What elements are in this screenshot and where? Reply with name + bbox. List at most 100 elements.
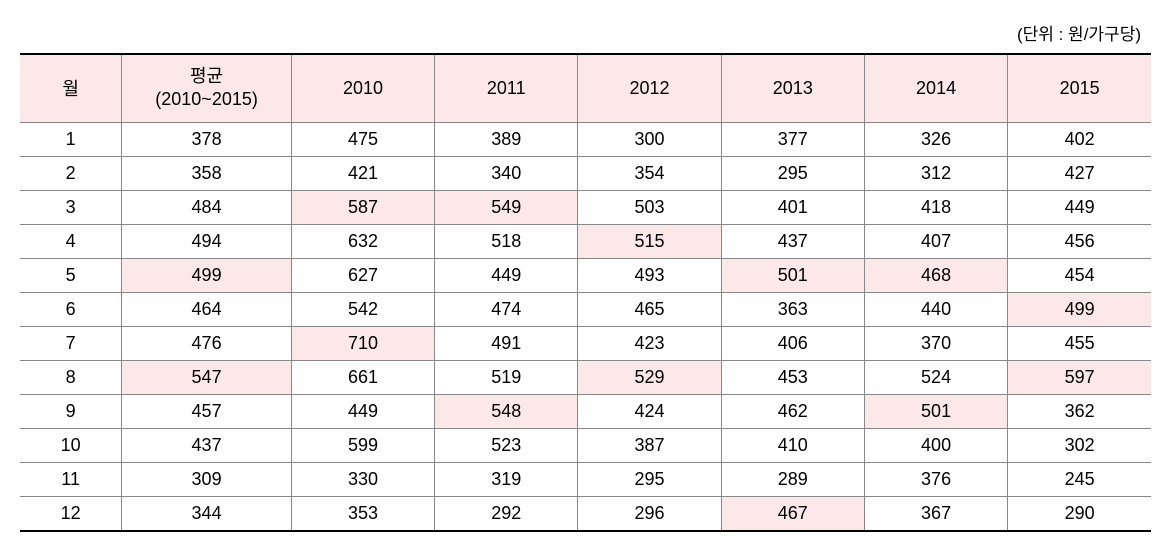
table-row: 9457449548424462501362 [20, 394, 1151, 428]
cell-y2010: 475 [291, 122, 434, 156]
cell-month: 4 [20, 224, 122, 258]
header-row: 월 평균 (2010~2015) 2010 2011 2012 2013 201… [20, 54, 1151, 122]
cell-y2010: 353 [291, 496, 434, 531]
cell-y2010: 710 [291, 326, 434, 360]
header-avg-label: 평균 [190, 66, 223, 86]
cell-y2015: 290 [1008, 496, 1151, 531]
table-row: 10437599523387410400302 [20, 428, 1151, 462]
table-row: 7476710491423406370455 [20, 326, 1151, 360]
cell-month: 12 [20, 496, 122, 531]
cell-month: 8 [20, 360, 122, 394]
cell-y2010: 449 [291, 394, 434, 428]
cell-avg: 494 [122, 224, 292, 258]
table-row: 8547661519529453524597 [20, 360, 1151, 394]
table-row: 1378475389300377326402 [20, 122, 1151, 156]
table-row: 3484587549503401418449 [20, 190, 1151, 224]
cell-y2011: 518 [435, 224, 578, 258]
cell-y2010: 599 [291, 428, 434, 462]
cell-y2012: 529 [578, 360, 721, 394]
cell-y2012: 424 [578, 394, 721, 428]
data-table: 월 평균 (2010~2015) 2010 2011 2012 2013 201… [20, 53, 1151, 532]
cell-y2015: 245 [1008, 462, 1151, 496]
table-row: 2358421340354295312427 [20, 156, 1151, 190]
cell-y2011: 491 [435, 326, 578, 360]
cell-y2010: 542 [291, 292, 434, 326]
cell-month: 3 [20, 190, 122, 224]
cell-month: 7 [20, 326, 122, 360]
cell-y2014: 524 [864, 360, 1007, 394]
cell-y2011: 519 [435, 360, 578, 394]
cell-y2015: 456 [1008, 224, 1151, 258]
cell-y2012: 296 [578, 496, 721, 531]
cell-y2013: 437 [721, 224, 864, 258]
cell-y2011: 548 [435, 394, 578, 428]
cell-avg: 358 [122, 156, 292, 190]
cell-y2011: 319 [435, 462, 578, 496]
header-2012: 2012 [578, 54, 721, 122]
cell-y2015: 402 [1008, 122, 1151, 156]
cell-month: 6 [20, 292, 122, 326]
cell-y2011: 389 [435, 122, 578, 156]
header-2011: 2011 [435, 54, 578, 122]
cell-y2011: 549 [435, 190, 578, 224]
cell-y2013: 467 [721, 496, 864, 531]
cell-y2012: 503 [578, 190, 721, 224]
cell-y2014: 326 [864, 122, 1007, 156]
table-body: 1378475389300377326402235842134035429531… [20, 122, 1151, 531]
table-row: 4494632518515437407456 [20, 224, 1151, 258]
cell-y2011: 340 [435, 156, 578, 190]
header-2010: 2010 [291, 54, 434, 122]
cell-avg: 476 [122, 326, 292, 360]
header-month: 월 [20, 54, 122, 122]
cell-month: 9 [20, 394, 122, 428]
cell-y2010: 421 [291, 156, 434, 190]
cell-y2013: 401 [721, 190, 864, 224]
cell-avg: 437 [122, 428, 292, 462]
header-avg-sublabel: (2010~2015) [155, 89, 258, 109]
table-row: 5499627449493501468454 [20, 258, 1151, 292]
cell-month: 11 [20, 462, 122, 496]
cell-y2012: 465 [578, 292, 721, 326]
cell-y2011: 449 [435, 258, 578, 292]
cell-y2012: 354 [578, 156, 721, 190]
cell-y2015: 362 [1008, 394, 1151, 428]
cell-y2010: 587 [291, 190, 434, 224]
cell-avg: 309 [122, 462, 292, 496]
table-row: 6464542474465363440499 [20, 292, 1151, 326]
cell-y2014: 407 [864, 224, 1007, 258]
cell-y2013: 377 [721, 122, 864, 156]
cell-y2015: 454 [1008, 258, 1151, 292]
cell-y2014: 370 [864, 326, 1007, 360]
cell-y2015: 302 [1008, 428, 1151, 462]
cell-avg: 457 [122, 394, 292, 428]
table-container: (단위 : 원/가구당) 월 평균 (2010~2015) 2010 2011 … [20, 20, 1151, 532]
cell-avg: 378 [122, 122, 292, 156]
cell-y2014: 418 [864, 190, 1007, 224]
cell-y2015: 427 [1008, 156, 1151, 190]
cell-y2013: 462 [721, 394, 864, 428]
cell-y2015: 449 [1008, 190, 1151, 224]
cell-y2012: 423 [578, 326, 721, 360]
cell-y2012: 493 [578, 258, 721, 292]
cell-y2013: 410 [721, 428, 864, 462]
cell-avg: 499 [122, 258, 292, 292]
cell-y2013: 453 [721, 360, 864, 394]
cell-month: 2 [20, 156, 122, 190]
cell-month: 1 [20, 122, 122, 156]
cell-y2011: 523 [435, 428, 578, 462]
cell-y2010: 627 [291, 258, 434, 292]
cell-y2015: 499 [1008, 292, 1151, 326]
cell-y2013: 363 [721, 292, 864, 326]
cell-y2011: 474 [435, 292, 578, 326]
cell-y2012: 387 [578, 428, 721, 462]
cell-avg: 464 [122, 292, 292, 326]
cell-y2014: 367 [864, 496, 1007, 531]
table-header: 월 평균 (2010~2015) 2010 2011 2012 2013 201… [20, 54, 1151, 122]
cell-y2015: 455 [1008, 326, 1151, 360]
cell-y2012: 295 [578, 462, 721, 496]
unit-label: (단위 : 원/가구당) [20, 20, 1151, 45]
cell-y2014: 501 [864, 394, 1007, 428]
header-avg: 평균 (2010~2015) [122, 54, 292, 122]
cell-y2010: 632 [291, 224, 434, 258]
cell-y2010: 661 [291, 360, 434, 394]
